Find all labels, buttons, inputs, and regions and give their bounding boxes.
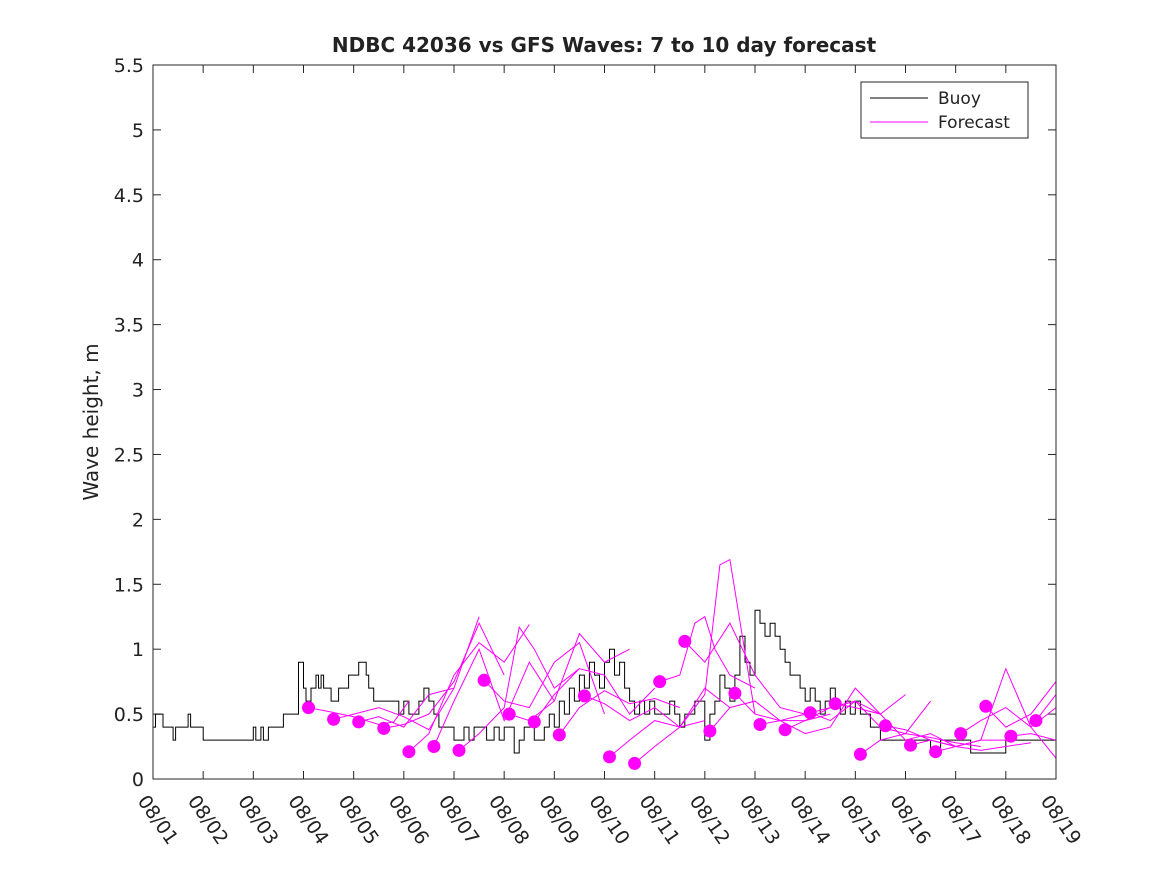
forecast-series-line-9 [509, 632, 630, 722]
forecast-series-line-28 [985, 681, 1056, 728]
forecast-series-line-4 [383, 621, 505, 729]
plot-area [153, 65, 1056, 779]
y-axis-label: Wave height, m [79, 343, 103, 500]
forecast-start-point-6 [427, 740, 441, 753]
y-tick-label: 4.5 [114, 185, 144, 207]
forecast-start-point-27 [954, 727, 968, 741]
forecast-start-point-8 [477, 673, 491, 687]
forecast-series-line-23 [860, 733, 981, 755]
forecast-start-point-2 [327, 712, 341, 726]
forecast-start-point-26 [929, 745, 943, 759]
forecast-start-point-13 [603, 750, 616, 764]
forecast-start-point-15 [653, 675, 667, 689]
y-tick-label: 0.5 [114, 704, 144, 726]
forecast-start-point-10 [527, 715, 541, 729]
forecast-series-line-5 [408, 624, 530, 753]
y-tick-label: 2 [132, 509, 144, 531]
forecast-series-line-8 [483, 641, 605, 715]
forecast-series-line-11 [558, 690, 680, 736]
y-tick-label: 3.5 [114, 315, 144, 337]
forecast-series-line-10 [533, 668, 656, 723]
forecast-start-point-19 [753, 718, 767, 731]
forecast-start-point-22 [828, 697, 842, 711]
forecast-series-line-17 [709, 700, 831, 732]
forecast-start-point-20 [778, 723, 792, 737]
forecast-series-line-20 [784, 694, 906, 731]
y-tick-label: 2.5 [114, 444, 144, 466]
forecast-series-line-19 [759, 687, 881, 735]
legend-box [860, 81, 1029, 139]
forecast-start-point-1 [302, 701, 315, 715]
y-tick-label: 3 [132, 380, 144, 402]
y-tick-label: 4 [132, 250, 144, 272]
forecast-start-point-28 [979, 699, 993, 713]
y-tick-label: 1 [132, 639, 144, 661]
forecast-start-point-9 [502, 707, 516, 721]
forecast-series-line-3 [358, 616, 480, 728]
forecast-series-line-25 [910, 739, 1031, 751]
legend-forecast-label: Forecast [938, 113, 1010, 133]
forecast-start-point-24 [878, 719, 892, 733]
forecast-start-point-3 [352, 715, 366, 729]
plot-frame [152, 64, 1057, 780]
forecast-start-point-16 [678, 634, 692, 648]
forecast-series-line-21 [810, 700, 931, 735]
legend-buoy-label: Buoy [938, 89, 981, 109]
forecast-start-point-18 [728, 686, 742, 700]
forecast-start-point-21 [803, 706, 817, 720]
series-layer [153, 558, 1056, 770]
y-tick-label: 0 [132, 769, 144, 791]
forecast-series-line-7 [458, 625, 580, 751]
series-group [153, 558, 1056, 770]
legend: Buoy Forecast [860, 81, 1029, 139]
forecast-series-line-1 [308, 700, 410, 726]
forecast-start-point-4 [377, 721, 391, 735]
buoy-series-line [153, 609, 1056, 754]
y-axis: 0 0.5 1 1.5 2 2.5 3 3.5 4 4.5 5 5.5 [114, 55, 1056, 791]
y-tick-label: 1.5 [114, 574, 144, 596]
y-tick-label: 5 [132, 120, 144, 142]
forecast-series-line-15 [659, 615, 756, 689]
forecast-series-line-12 [584, 695, 705, 728]
chart-title: NDBC 42036 vs GFS Waves: 7 to 10 day for… [332, 33, 877, 57]
forecast-series-line-29 [1010, 733, 1056, 741]
forecast-start-point-11 [552, 728, 566, 742]
forecast-start-point-5 [402, 745, 416, 759]
forecast-series-line-16 [684, 622, 806, 715]
forecast-series-line-13 [609, 687, 731, 758]
forecast-start-point-29 [1004, 729, 1018, 743]
y-tick-label: 5.5 [114, 55, 144, 77]
forecast-series-line-6 [433, 647, 555, 747]
forecast-start-point-17 [703, 724, 717, 738]
forecast-start-point-25 [904, 738, 917, 752]
forecast-start-point-30 [1029, 714, 1043, 728]
forecast-series-line-14 [634, 558, 756, 764]
forecast-start-point-14 [628, 756, 642, 770]
forecast-start-point-23 [853, 747, 867, 761]
forecast-start-point-12 [577, 689, 591, 703]
forecast-series-line-27 [960, 707, 1056, 759]
forecast-start-point-7 [452, 743, 466, 757]
